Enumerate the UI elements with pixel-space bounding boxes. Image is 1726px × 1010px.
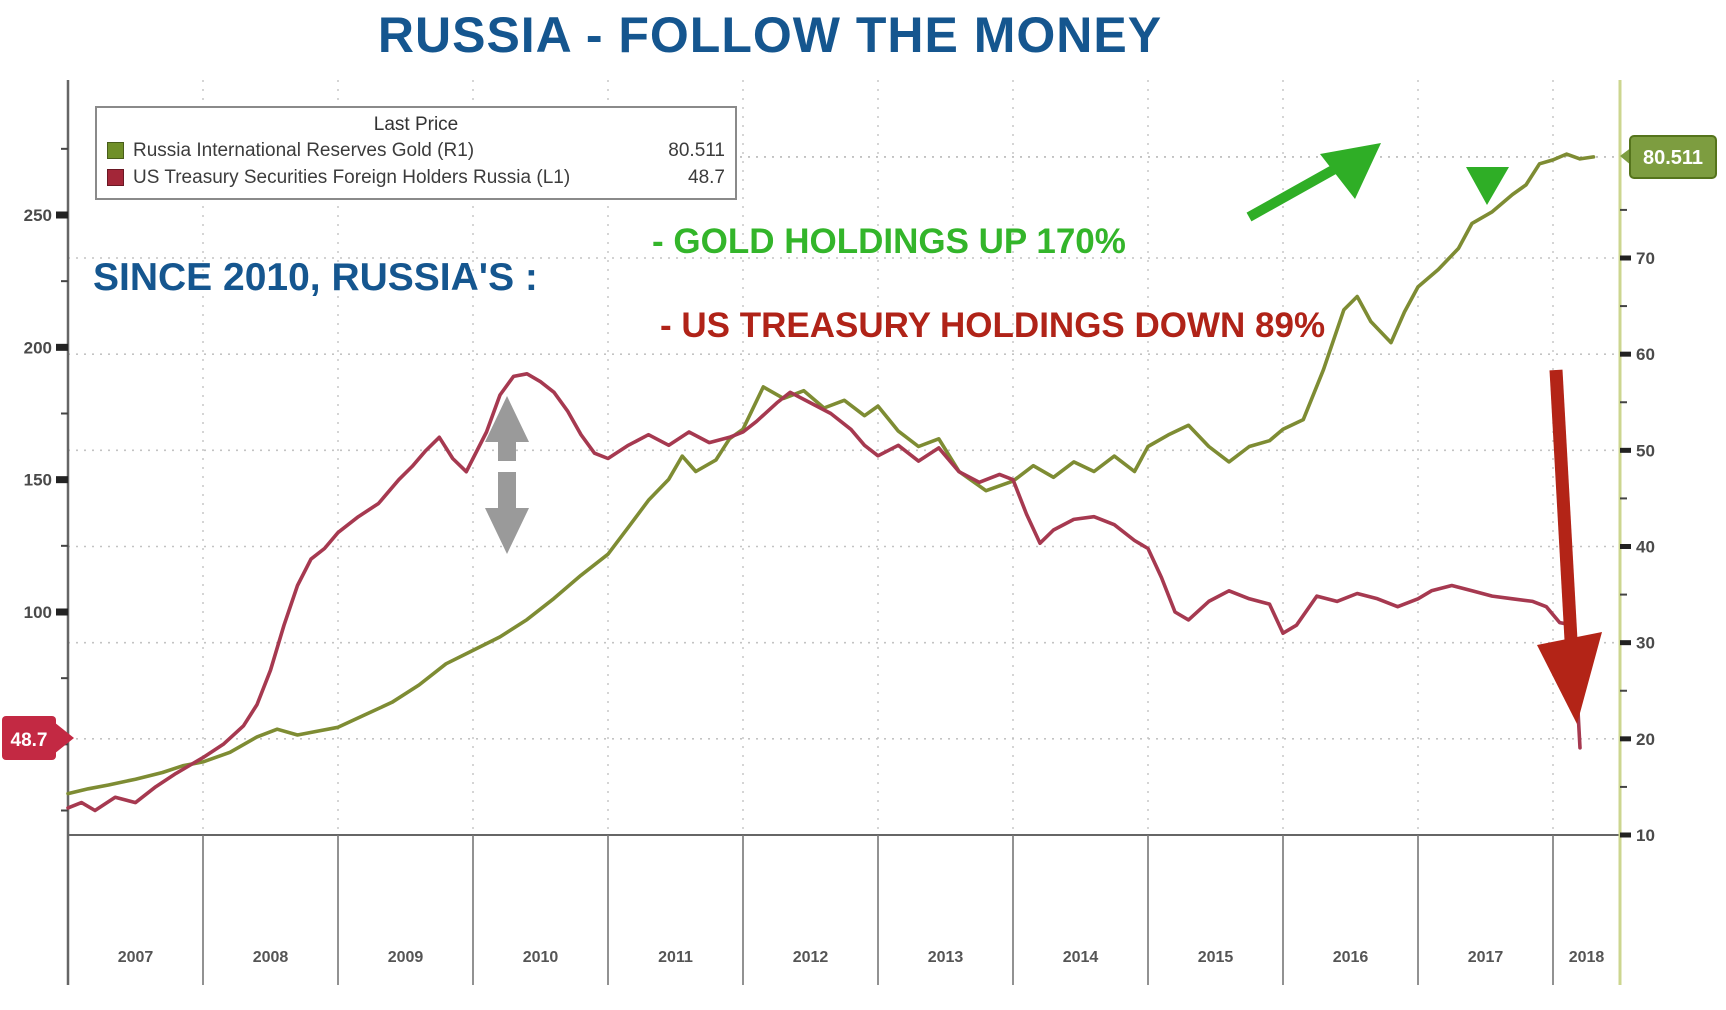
right-axis-label: 70 xyxy=(1636,249,1655,268)
treasury-last-price-text: 48.7 xyxy=(11,730,48,751)
gridlines-layer xyxy=(68,80,1620,835)
x-axis-year-label: 2014 xyxy=(1063,949,1099,966)
right-axis-label: 20 xyxy=(1636,730,1655,749)
right-axis-label: 50 xyxy=(1636,441,1655,460)
legend-row-treasury: US Treasury Securities Foreign Holders R… xyxy=(97,164,735,191)
legend-box: Last Price Russia International Reserves… xyxy=(95,106,737,200)
gold-reserves-line xyxy=(66,152,1596,796)
gold-series-label: Russia International Reserves Gold (R1) xyxy=(133,139,475,161)
green-arrowhead-marker-icon xyxy=(1466,167,1509,205)
x-axis-year-label: 2015 xyxy=(1198,949,1234,966)
left-axis-label: 200 xyxy=(24,338,52,357)
x-axis-year-label: 2009 xyxy=(388,949,424,966)
treasury-series-swatch-icon xyxy=(107,169,124,186)
price-badges-layer: 80.511 48.7 xyxy=(2,135,1717,760)
legend-row-gold: Russia International Reserves Gold (R1) … xyxy=(97,137,735,164)
left-axis-label: 250 xyxy=(24,206,52,225)
legend-header: Last Price xyxy=(373,114,459,135)
left-axis-label: 100 xyxy=(24,603,52,622)
right-axis-label: 10 xyxy=(1636,826,1655,845)
x-axis-year-label: 2018 xyxy=(1569,949,1605,966)
right-axis-label: 60 xyxy=(1636,345,1655,364)
red-down-arrow-shaft xyxy=(1549,369,1578,641)
series-layer xyxy=(66,152,1596,813)
x-axis-year-label: 2016 xyxy=(1333,949,1369,966)
x-axis-year-label: 2007 xyxy=(118,949,154,966)
red-down-arrow-head-icon xyxy=(1537,632,1602,724)
right-axis-label: 30 xyxy=(1636,634,1655,653)
gray-double-arrow-icon xyxy=(485,396,529,554)
x-axis-year-label: 2008 xyxy=(253,949,289,966)
gold-series-swatch-icon xyxy=(107,142,124,159)
gold-last-price-badge xyxy=(1629,135,1717,179)
green-up-arrow-head-icon xyxy=(1320,143,1381,199)
treasury-holdings-line xyxy=(66,371,1582,813)
x-axis-year-label: 2012 xyxy=(793,949,829,966)
treasury-series-value: 48.7 xyxy=(688,166,725,188)
x-axis-year-label: 2013 xyxy=(928,949,964,966)
treasury-series-label: US Treasury Securities Foreign Holders R… xyxy=(133,166,571,188)
annotation-treasury-holdings: - US TREASURY HOLDINGS DOWN 89% xyxy=(660,306,1326,345)
annotation-arrows-layer xyxy=(485,143,1602,724)
left-axis-label: 150 xyxy=(24,471,52,490)
gray-arrow-white-dash xyxy=(486,461,528,472)
right-axis-label: 40 xyxy=(1636,538,1655,557)
annotation-since-2010: SINCE 2010, RUSSIA'S : xyxy=(93,256,538,299)
x-axis-year-label: 2017 xyxy=(1468,949,1504,966)
gold-series-value: 80.511 xyxy=(668,139,725,161)
treasury-last-price-badge xyxy=(2,716,56,760)
treasury-badge-pointer xyxy=(54,722,74,754)
page-title: RUSSIA - FOLLOW THE MONEY xyxy=(377,7,1163,63)
x-axis-year-label: 2010 xyxy=(523,949,559,966)
annotation-gold-holdings: - GOLD HOLDINGS UP 170% xyxy=(652,222,1126,261)
green-up-arrow-shaft xyxy=(1246,156,1352,222)
gold-last-price-text: 80.511 xyxy=(1643,147,1703,169)
x-axis-year-label: 2011 xyxy=(658,949,693,966)
